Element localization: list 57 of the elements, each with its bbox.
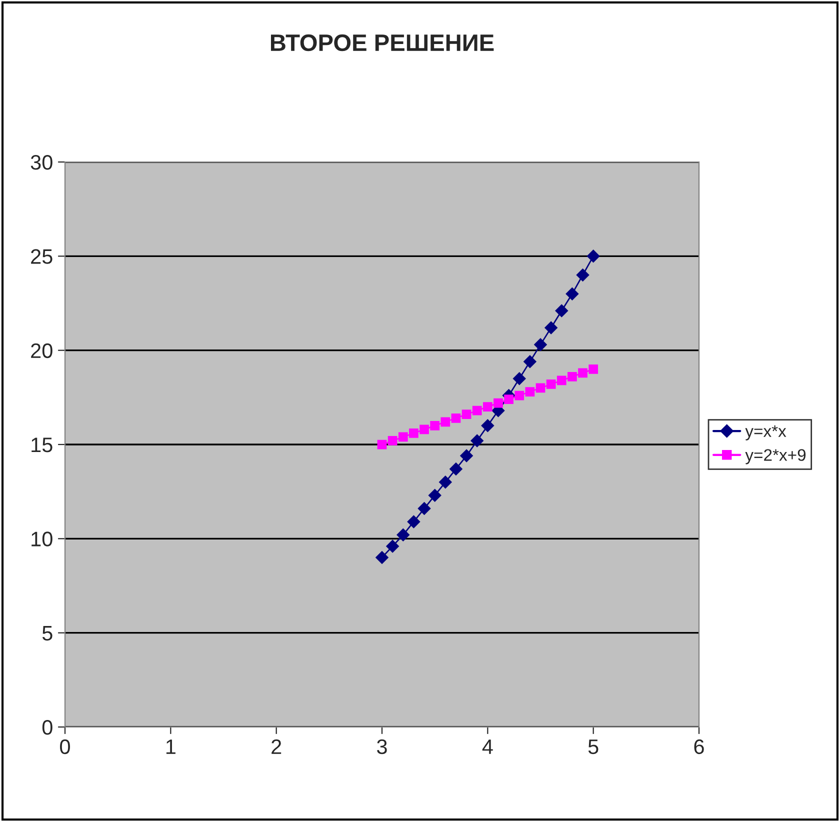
x-tick-label: 0 <box>60 739 70 754</box>
point <box>536 383 546 393</box>
point <box>398 432 408 442</box>
point <box>407 515 420 528</box>
point <box>438 476 452 489</box>
x-tick-label: 5 <box>588 740 598 754</box>
point <box>451 413 461 423</box>
point <box>586 250 600 263</box>
point <box>462 410 472 420</box>
point <box>450 462 462 476</box>
point <box>512 372 526 385</box>
point <box>409 428 418 438</box>
legend-label: y=2*x+9 <box>745 449 806 464</box>
y-tick-label: 5 <box>42 626 52 641</box>
x-tick-label: 2 <box>272 739 282 754</box>
y-tick-label: 15 <box>32 438 52 452</box>
point <box>555 304 568 318</box>
x-tick-label: 6 <box>694 739 704 754</box>
x-tick-label: 3 <box>377 739 387 754</box>
point <box>430 420 440 430</box>
y-tick-label: 10 <box>32 532 52 546</box>
point <box>524 355 536 368</box>
y-tick-label: 0 <box>42 720 52 735</box>
point <box>470 434 484 448</box>
x-tick-label: 1 <box>166 740 176 754</box>
point <box>546 380 556 389</box>
point <box>556 376 566 386</box>
point <box>576 268 590 282</box>
point <box>482 402 492 412</box>
point <box>377 440 387 450</box>
point <box>568 372 577 382</box>
point <box>420 424 429 434</box>
point <box>514 390 524 400</box>
y-tick-label: 20 <box>31 343 52 358</box>
point <box>428 488 442 502</box>
point <box>494 398 503 408</box>
y-tick-label: 25 <box>31 249 52 264</box>
point <box>544 321 558 334</box>
point <box>481 419 494 432</box>
point <box>534 338 547 352</box>
chart-title: ВТОРОЕ РЕШЕНИЕ <box>270 34 494 52</box>
y-tick-label: 30 <box>30 155 52 170</box>
point <box>388 436 398 446</box>
point <box>588 364 598 374</box>
point <box>396 528 410 542</box>
legend-label: y=x*x <box>745 425 786 440</box>
point <box>578 368 588 378</box>
point <box>418 502 431 515</box>
point <box>460 449 473 462</box>
point <box>525 387 535 396</box>
point <box>386 540 399 553</box>
x-tick-label: 4 <box>482 740 493 754</box>
point <box>504 394 514 404</box>
point <box>440 417 450 427</box>
point <box>376 551 388 564</box>
point <box>566 287 579 300</box>
point <box>472 406 482 416</box>
